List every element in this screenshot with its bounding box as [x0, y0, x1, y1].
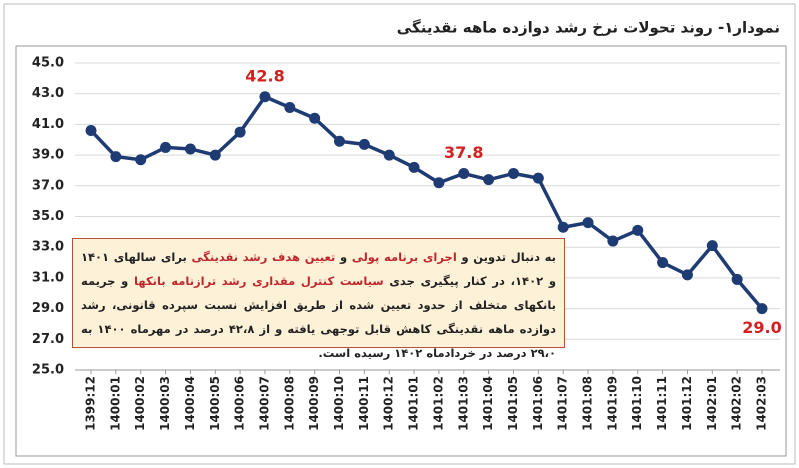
x-tick-label: 1400:10: [332, 376, 346, 431]
x-tick-label: 1400:02: [133, 376, 147, 431]
x-tick-label: 1401:03: [456, 376, 470, 431]
marker: [334, 135, 346, 147]
x-tick-label: 1401:06: [531, 376, 545, 431]
x-tick-label: 1401:12: [680, 376, 694, 431]
y-tick-label: 33.0: [32, 240, 64, 255]
marker: [85, 125, 97, 137]
marker: [532, 172, 544, 184]
y-tick-label: 27.0: [32, 332, 64, 347]
x-tick-label: 1400:03: [158, 376, 172, 431]
marker: [706, 240, 718, 252]
y-tick-label: 41.0: [32, 117, 64, 132]
y-tick-label: 45.0: [32, 56, 64, 71]
x-tick-label: 1402:02: [730, 376, 744, 431]
marker: [259, 91, 271, 103]
marker: [358, 138, 370, 150]
x-tick-label: 1402:01: [705, 376, 719, 431]
marker: [284, 102, 296, 114]
x-tick-label: 1401:07: [556, 376, 570, 431]
x-tick-label: 1402:03: [755, 376, 769, 431]
annotation-text: برای سالهای ۱۴۰۱ و ۱۴۰۲، در کنار پیگیری …: [81, 250, 556, 288]
x-tick-label: 1401:10: [630, 376, 644, 431]
marker: [184, 143, 196, 155]
x-tick-label: 1399:12: [84, 376, 98, 431]
marker: [681, 269, 693, 281]
x-tick-label: 1400:06: [233, 376, 247, 431]
x-tick-label: 1401:01: [407, 376, 421, 431]
marker: [557, 221, 569, 233]
marker: [433, 177, 445, 189]
x-tick-label: 1401:05: [506, 376, 520, 431]
marker: [582, 217, 594, 229]
marker: [110, 151, 122, 163]
data-label: 42.8: [245, 66, 284, 85]
marker: [160, 141, 172, 153]
y-tick-label: 29.0: [32, 301, 64, 316]
marker: [458, 168, 470, 180]
marker: [507, 168, 519, 180]
x-tick-label: 1401:02: [431, 376, 445, 431]
annotation-text: سیاست کنترل مقداری رشد ترازنامه بانکها: [134, 274, 384, 288]
x-tick-label: 1401:11: [655, 376, 669, 431]
data-label: 37.8: [444, 143, 483, 162]
annotation: به دنبال تدوین و اجرای برنامه پولی و تعی…: [72, 238, 565, 360]
x-tick-label: 1400:11: [357, 376, 371, 431]
data-label: 29.0: [742, 318, 781, 337]
marker: [632, 224, 644, 236]
x-tick-label: 1400:04: [183, 376, 197, 431]
x-tick-label: 1400:08: [282, 376, 296, 431]
plot-frame: [15, 45, 787, 457]
x-tick-label: 1400:07: [257, 376, 271, 431]
annotation-text: و: [339, 250, 348, 264]
annotation-text: و جریمه بانکهای متخلف از حدود تعیین شده …: [81, 274, 556, 360]
annotation-text: به دنبال تدوین و: [461, 250, 556, 264]
marker: [234, 126, 246, 138]
marker: [309, 112, 321, 124]
marker: [607, 235, 619, 247]
frame: [3, 3, 796, 465]
y-tick-label: 31.0: [32, 270, 64, 285]
x-tick-label: 1401:09: [605, 376, 619, 431]
x-tick-label: 1400:05: [208, 376, 222, 431]
y-tick-label: 43.0: [32, 86, 64, 101]
marker: [209, 149, 221, 161]
marker: [408, 161, 420, 173]
y-tick-label: 39.0: [32, 148, 64, 163]
marker: [756, 303, 768, 315]
x-tick-label: 1401:04: [481, 376, 495, 431]
y-tick-label: 35.0: [32, 209, 64, 224]
y-tick-label: 37.0: [32, 178, 64, 193]
line: [89, 95, 764, 310]
marker: [731, 273, 743, 285]
y-tick-label: 25.0: [32, 363, 64, 378]
marker: [657, 257, 669, 269]
marker: [135, 154, 147, 166]
x-tick-label: 1400:01: [108, 376, 122, 431]
x-tick-label: 1401:08: [581, 376, 595, 431]
x-tick-label: 1400:12: [382, 376, 396, 431]
x-tick-label: 1400:09: [307, 376, 321, 431]
annotation-text: تعیین هدف رشد نقدینگی: [191, 250, 336, 264]
marker: [483, 174, 495, 186]
annotation-text: اجرای برنامه پولی: [351, 250, 457, 264]
marker: [383, 149, 395, 161]
chart-title: نمودار۱- روند تحولات نرخ رشد دوازده ماهه…: [397, 19, 780, 37]
